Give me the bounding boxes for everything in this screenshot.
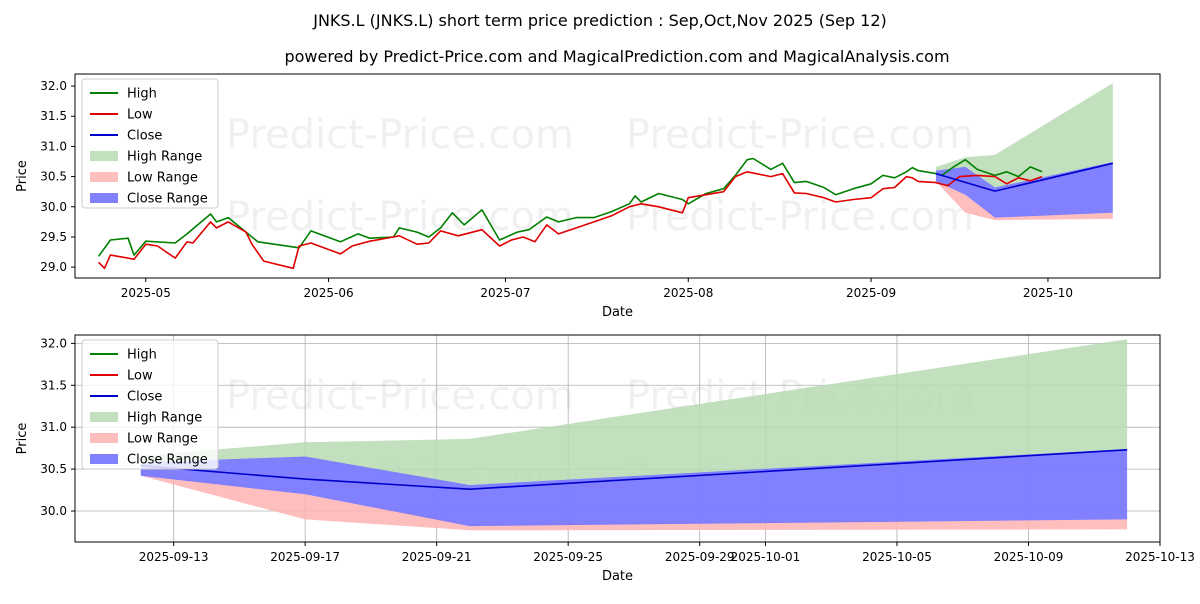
legend-label-close: Close: [127, 129, 162, 144]
legend-label-close-range: Close Range: [127, 453, 208, 468]
x-tick-label: 2025-10-13: [1125, 550, 1195, 564]
x-tick-label: 2025-10: [1023, 286, 1073, 300]
close-series-line: [140, 449, 1128, 491]
watermark-text: Predict-Price.com: [626, 112, 974, 158]
top-chart-panel: Predict-Price.com Predict-Price.com Predic…: [15, 73, 1161, 320]
x-tick-label: 2025-06: [303, 286, 353, 300]
legend-label-high-range: High Range: [127, 411, 202, 426]
x-tick-label: 2025-09-29: [665, 550, 735, 564]
legend-label-low-range: Low Range: [127, 432, 198, 447]
y-tick-label: 31.0: [40, 139, 67, 153]
x-tick-label: 2025-10-05: [862, 550, 932, 564]
watermark-text: Predict-Price.com: [226, 373, 574, 419]
legend-label-close: Close: [127, 390, 162, 405]
legend: High Low Close High Range Low Range Close Ran…: [81, 339, 219, 470]
legend: High Low Close High Range Low Range Close Ran…: [81, 78, 219, 209]
low-range-band: [935, 176, 1113, 221]
legend-label-high-range: High Range: [127, 150, 202, 165]
x-tick-label: 2025-08: [663, 286, 713, 300]
legend-swatch-high-range: [90, 412, 118, 422]
x-tick-label: 2025-09: [846, 286, 896, 300]
legend-label-close-range: Close Range: [127, 192, 208, 207]
high-range-band: [935, 83, 1113, 189]
close-series-line: [935, 162, 1113, 192]
x-tick-label: 2025-09-25: [533, 550, 603, 564]
watermark-text: Predict-Price.com: [626, 194, 974, 240]
y-tick-label: 32.0: [40, 79, 67, 93]
y-tick-label: 31.5: [40, 378, 67, 392]
chart-title: JNKS.L (JNKS.L) short term price predict…: [312, 11, 887, 30]
low-series-line: [98, 171, 1043, 270]
legend-label-high: High: [127, 348, 157, 363]
legend-swatch-high-range: [90, 151, 118, 161]
x-tick-label: 2025-09-17: [270, 550, 340, 564]
legend-swatch-close-range: [90, 193, 118, 203]
watermark-text: Predict-Price.com: [226, 112, 574, 158]
y-tick-label: 31.5: [40, 109, 67, 123]
bottom-chart-panel: Predict-Price.comPredict-Price.comPredic…: [15, 334, 1195, 584]
plot-area: [97, 83, 1113, 270]
chart-subtitle: powered by Predict-Price.com and Magical…: [284, 47, 949, 66]
axes-frame: [74, 73, 1161, 279]
high-range-band: [140, 339, 1128, 485]
close-range-band: [140, 449, 1128, 527]
x-tick-label: 2025-09-21: [402, 550, 472, 564]
legend-swatch-low-range: [90, 172, 118, 182]
close-range-band: [935, 162, 1113, 218]
y-axis-label: Price: [15, 423, 30, 455]
high-series-line: [97, 157, 1043, 257]
axes-frame: [74, 334, 1161, 543]
x-tick-label: 2025-05: [121, 286, 171, 300]
y-tick-label: 30.0: [40, 200, 67, 214]
watermark-text: Predict-Price.com: [226, 194, 574, 240]
x-tick-label: 2025-07: [480, 286, 530, 300]
x-axis-label: Date: [602, 569, 633, 584]
y-tick-label: 32.0: [40, 336, 67, 350]
legend-label-high: High: [127, 87, 157, 102]
legend-swatch-close-range: [90, 454, 118, 464]
x-axis-label: Date: [602, 305, 633, 320]
y-tick-label: 30.5: [40, 170, 67, 184]
x-tick-label: 2025-10-09: [994, 550, 1064, 564]
y-tick-label: 29.0: [40, 260, 67, 274]
x-tick-label: 2025-09-13: [139, 550, 209, 564]
y-tick-label: 29.5: [40, 230, 67, 244]
low-range-band: [140, 469, 1128, 531]
y-tick-label: 30.0: [40, 504, 67, 518]
legend-swatch-low-range: [90, 433, 118, 443]
legend-label-low: Low: [127, 369, 153, 384]
legend-label-low-range: Low Range: [127, 171, 198, 186]
x-tick-label: 2025-10-01: [731, 550, 801, 564]
y-axis-label: Price: [15, 160, 30, 192]
y-tick-label: 30.5: [40, 462, 67, 476]
plot-area: [140, 339, 1128, 531]
legend-label-low: Low: [127, 108, 153, 123]
y-tick-label: 31.0: [40, 420, 67, 434]
